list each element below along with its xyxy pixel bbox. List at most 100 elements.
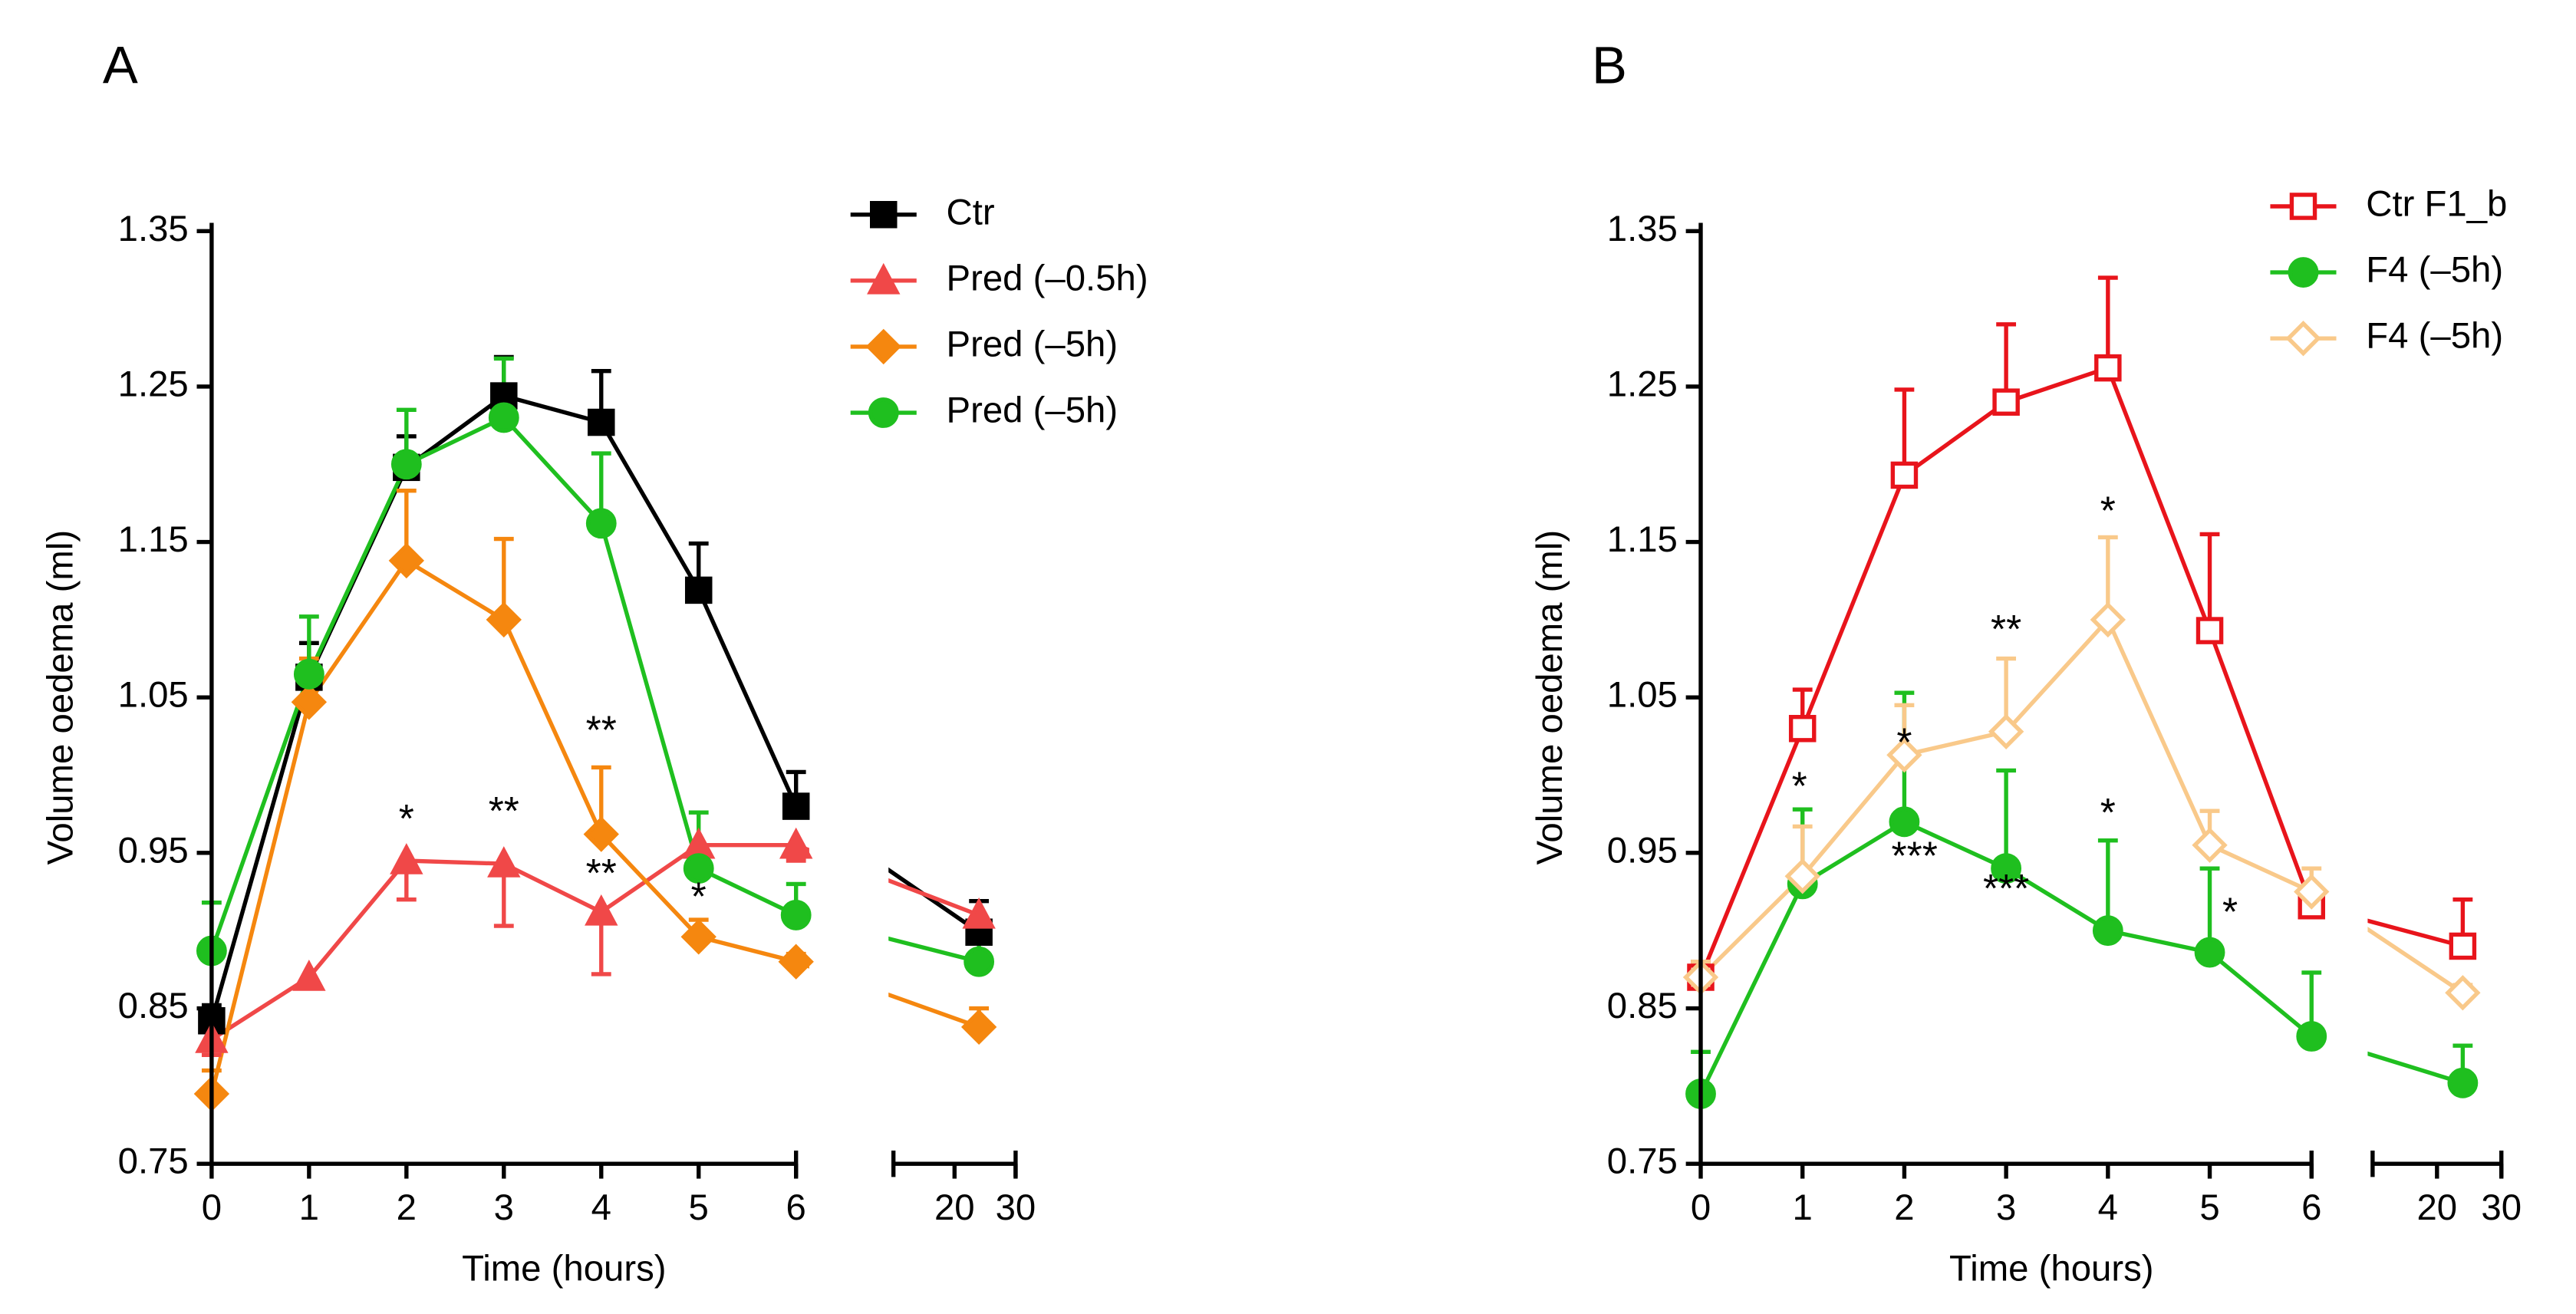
data-point [1991,853,2022,884]
data-point [684,576,713,604]
y-tick-label: 1.35 [1607,209,1678,249]
y-tick-label: 1.05 [1607,675,1678,716]
x-tick-label: 4 [2098,1187,2118,1228]
annotation: *** [1892,834,1938,878]
x-tick-label: 1 [299,1187,319,1228]
data-point [778,944,814,980]
y-axis-label: Volume oedema (ml) [1530,530,1570,865]
data-point [2296,1021,2327,1052]
y-tick-label: 1.15 [1607,519,1678,560]
y-tick-label: 0.95 [1607,830,1678,871]
data-point [1886,737,1922,773]
data-point [388,542,424,579]
data-point [1784,858,1820,894]
x-tick-label: 2 [397,1187,417,1228]
data-point [962,897,996,929]
data-point [2196,617,2224,644]
annotation: * [2222,890,2238,934]
annotation: * [2100,489,2116,533]
annotation: * [399,796,414,841]
x-tick-label: 20 [934,1187,975,1228]
annotation: ** [1991,607,2021,651]
legend-label: F4 (–5h) [2366,316,2503,357]
data-point [390,449,422,480]
y-tick-label: 1.05 [118,675,189,716]
data-point [2094,354,2122,382]
annotation: * [691,874,707,918]
legend-marker [867,262,901,295]
panel-label: B [1592,36,1627,95]
y-tick-label: 0.85 [118,986,189,1026]
data-point [779,827,813,859]
data-point [2445,975,2481,1011]
y-tick-label: 1.35 [118,209,189,249]
axis-break [2324,198,2368,1197]
x-tick-label: 0 [1691,1187,1711,1228]
y-tick-label: 0.85 [1607,986,1678,1026]
data-point [2192,827,2228,863]
data-point [2294,874,2330,910]
x-tick-label: 4 [591,1187,611,1228]
legend-marker [2288,257,2319,288]
data-point [2092,915,2123,947]
axis-break [809,198,889,1197]
annotation: * [2100,790,2116,835]
x-tick-label: 3 [1996,1187,2016,1228]
legend-marker [2285,320,2321,357]
data-point [964,946,995,977]
y-tick-label: 0.95 [118,830,189,871]
data-point [292,960,326,991]
data-point [486,601,522,638]
legend-label: Ctr [947,192,995,232]
data-point [390,843,423,874]
annotation: *** [1983,866,2029,911]
data-point [583,816,619,852]
series-line [1698,365,2464,979]
data-point [2090,601,2126,638]
y-tick-label: 1.25 [118,364,189,404]
data-point [1788,714,1817,743]
legend-label: F4 (–5h) [2366,250,2503,291]
legend-marker [870,201,898,229]
data-point [291,684,328,720]
x-tick-label: 1 [1793,1187,1813,1228]
x-tick-label: 2 [1894,1187,1914,1228]
data-point [960,1009,997,1046]
series-line [1698,819,2464,1095]
y-tick-label: 1.15 [118,519,189,560]
data-point [1889,806,1920,838]
legend-label: Pred (–0.5h) [947,258,1148,298]
x-tick-label: 20 [2416,1187,2457,1228]
legend-label: Ctr F1_b [2366,184,2507,225]
annotation: ** [586,851,617,895]
data-point [487,846,521,878]
data-point [585,894,618,926]
x-tick-label: 5 [689,1187,709,1228]
legend-marker [865,328,901,365]
error-bar [2097,275,2118,368]
annotation: ** [489,789,519,833]
x-tick-label: 3 [494,1187,514,1228]
error-bar [1894,387,1915,476]
annotation: ** [586,707,617,752]
data-point [2449,932,2477,960]
data-point [1988,713,2024,749]
data-point [780,900,812,930]
data-point [293,658,324,690]
series-line [209,558,980,1095]
data-point [588,408,615,436]
legend-marker [868,397,899,428]
legend-label: Pred (–5h) [947,390,1118,431]
annotation: * [1896,720,1912,765]
data-point [1992,388,2020,416]
x-axis-label: Time (hours) [462,1249,666,1289]
legend-label: Pred (–5h) [947,324,1118,364]
y-axis-label: Volume oedema (ml) [41,530,81,865]
x-tick-label: 30 [2481,1187,2522,1228]
y-tick-label: 1.25 [1607,364,1678,404]
data-point [782,792,810,820]
x-tick-label: 5 [2199,1187,2219,1228]
x-axis-label: Time (hours) [1949,1249,2153,1289]
x-tick-label: 6 [786,1187,806,1228]
